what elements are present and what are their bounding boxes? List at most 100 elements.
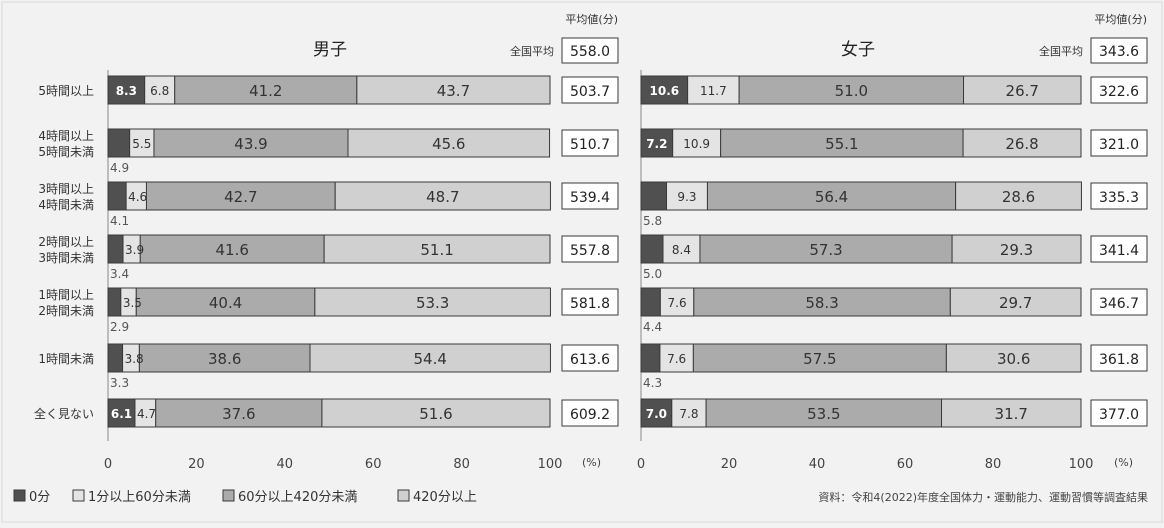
bar-1-0-s1 (687, 75, 740, 105)
bar-0-4-s3 (314, 287, 551, 317)
avg-box-0-1 (561, 129, 619, 157)
bar-label-1-4-s0: 4.4 (643, 320, 662, 334)
bar-0-3-s0 (107, 234, 124, 264)
bar-label-0-3-s3: 51.1 (420, 241, 453, 259)
avg-value-1-6: 377.0 (1099, 407, 1139, 423)
bar-label-0-5-s3: 54.4 (414, 350, 447, 368)
panel-title-1: 女子 (841, 40, 875, 60)
xtick-label-1-3: 60 (897, 457, 914, 472)
avg-value-1-2: 335.3 (1099, 190, 1139, 206)
bar-label-0-0-s2: 41.2 (249, 82, 282, 100)
legend-label-2: 60分以上420分未満 (238, 490, 357, 505)
category-label-2-line1: 3時間以上 (38, 182, 94, 196)
avg-box-1-3 (1090, 235, 1148, 263)
bar-label-1-3-s2: 57.3 (809, 241, 842, 259)
bar-0-5-s3 (309, 343, 551, 373)
bar-label-1-4-s2: 58.3 (805, 294, 838, 312)
xtick-label-1-1: 20 (721, 457, 738, 472)
legend-swatch-1 (72, 489, 85, 502)
bar-label-0-5-s2: 38.6 (208, 350, 241, 368)
avg-box-0-3 (561, 235, 619, 263)
bar-label-0-6-s1: 4.7 (137, 407, 156, 421)
bar-label-1-6-s2: 53.5 (807, 405, 840, 423)
bar-label-0-6-s2: 37.6 (222, 405, 255, 423)
bar-1-1-s1 (672, 128, 722, 158)
legend-label-1: 1分以上60分未満 (88, 490, 191, 505)
avg-box-0-5 (561, 344, 619, 372)
bar-label-0-2-s3: 48.7 (426, 188, 459, 206)
bar-0-5-s0 (107, 343, 124, 373)
bar-1-4-s0 (640, 287, 661, 317)
xtick-label-1-5: 100 (1069, 457, 1094, 472)
legend-label-3: 420分以上 (413, 490, 477, 505)
avg-box-1-6 (1090, 399, 1148, 427)
bar-1-4-s3 (949, 287, 1082, 317)
legend-swatch-0 (13, 489, 26, 502)
national-label-0: 全国平均 (510, 44, 554, 58)
national-avg-value-0: 558.0 (570, 44, 610, 60)
bar-label-1-1-s2: 55.1 (825, 135, 858, 153)
bar-label-0-0-s1: 6.8 (150, 84, 169, 98)
avg-header-1: 平均値(分) (1094, 13, 1147, 26)
bar-label-0-4-s1: 3.5 (123, 296, 142, 310)
bar-label-1-2-s3: 28.6 (1002, 188, 1035, 206)
bar-1-0-s2 (738, 75, 965, 105)
bar-label-0-3-s1: 3.9 (125, 243, 144, 257)
bar-label-1-2-s2: 56.4 (815, 188, 848, 206)
xtick-label-0-5: 100 (538, 457, 563, 472)
bar-label-1-4-s1: 7.6 (668, 296, 687, 310)
avg-value-1-3: 341.4 (1099, 243, 1139, 259)
bar-0-0-s1 (144, 75, 176, 105)
avg-box-0-4 (561, 288, 619, 316)
xtick-label-1-4: 80 (985, 457, 1002, 472)
bar-label-1-5-s3: 30.6 (997, 350, 1030, 368)
category-label-6: 全く見ない (34, 406, 94, 421)
avg-value-1-0: 322.6 (1099, 84, 1139, 100)
category-label-3-line2: 3時間未満 (38, 251, 94, 265)
avg-header-0: 平均値(分) (565, 13, 618, 26)
xtick-label-1-2: 40 (809, 457, 826, 472)
bar-label-0-3-s0: 3.4 (110, 267, 129, 281)
bar-label-1-4-s3: 29.7 (999, 294, 1032, 312)
bar-label-1-5-s0: 4.3 (643, 376, 662, 390)
xtick-label-0-2: 40 (277, 457, 294, 472)
bar-0-3-s3 (323, 234, 551, 264)
bar-1-2-s0 (640, 181, 668, 211)
bar-label-1-0-s2: 51.0 (835, 82, 868, 100)
avg-box-1-1 (1090, 129, 1148, 157)
avg-box-0-2 (561, 182, 619, 210)
avg-value-0-3: 557.8 (570, 243, 610, 259)
bar-0-0-s3 (356, 75, 551, 105)
national-label-1: 全国平均 (1039, 44, 1083, 58)
bar-0-2-s0 (107, 181, 127, 211)
bar-label-1-1-s0: 7.2 (646, 137, 667, 151)
bar-1-1-s0 (640, 128, 674, 158)
bar-0-1-s0 (107, 128, 131, 158)
bar-label-0-3-s2: 41.6 (215, 241, 248, 259)
bar-1-5-s0 (640, 343, 661, 373)
bar-1-1-s3 (962, 128, 1082, 158)
bar-0-1-s1 (129, 128, 155, 158)
category-label-0: 5時間以上 (38, 84, 94, 98)
bar-label-0-1-s3: 45.6 (432, 135, 465, 153)
bar-label-0-1-s0: 4.9 (110, 161, 129, 175)
bar-1-3-s0 (640, 234, 664, 264)
bar-1-0-s3 (963, 75, 1082, 105)
bar-label-1-2-s0: 5.8 (643, 214, 662, 228)
bar-label-0-2-s1: 4.6 (128, 190, 147, 204)
xtick-label-0-0: 0 (104, 457, 112, 472)
bar-1-6-s0 (640, 398, 673, 428)
xtick-label-0-4: 80 (453, 457, 470, 472)
category-label-3-line1: 2時間以上 (38, 235, 94, 249)
bar-1-5-s3 (945, 343, 1082, 373)
bar-0-4-s0 (107, 287, 122, 317)
bar-0-6-s3 (321, 398, 551, 428)
bar-label-1-1-s3: 26.8 (1005, 135, 1038, 153)
bar-1-2-s3 (955, 181, 1082, 211)
avg-value-1-1: 321.0 (1099, 137, 1139, 153)
bar-label-0-6-s0: 6.1 (111, 407, 132, 421)
avg-value-0-4: 581.8 (570, 296, 610, 312)
bar-label-0-0-s3: 43.7 (437, 82, 470, 100)
xtick-label-0-3: 60 (365, 457, 382, 472)
